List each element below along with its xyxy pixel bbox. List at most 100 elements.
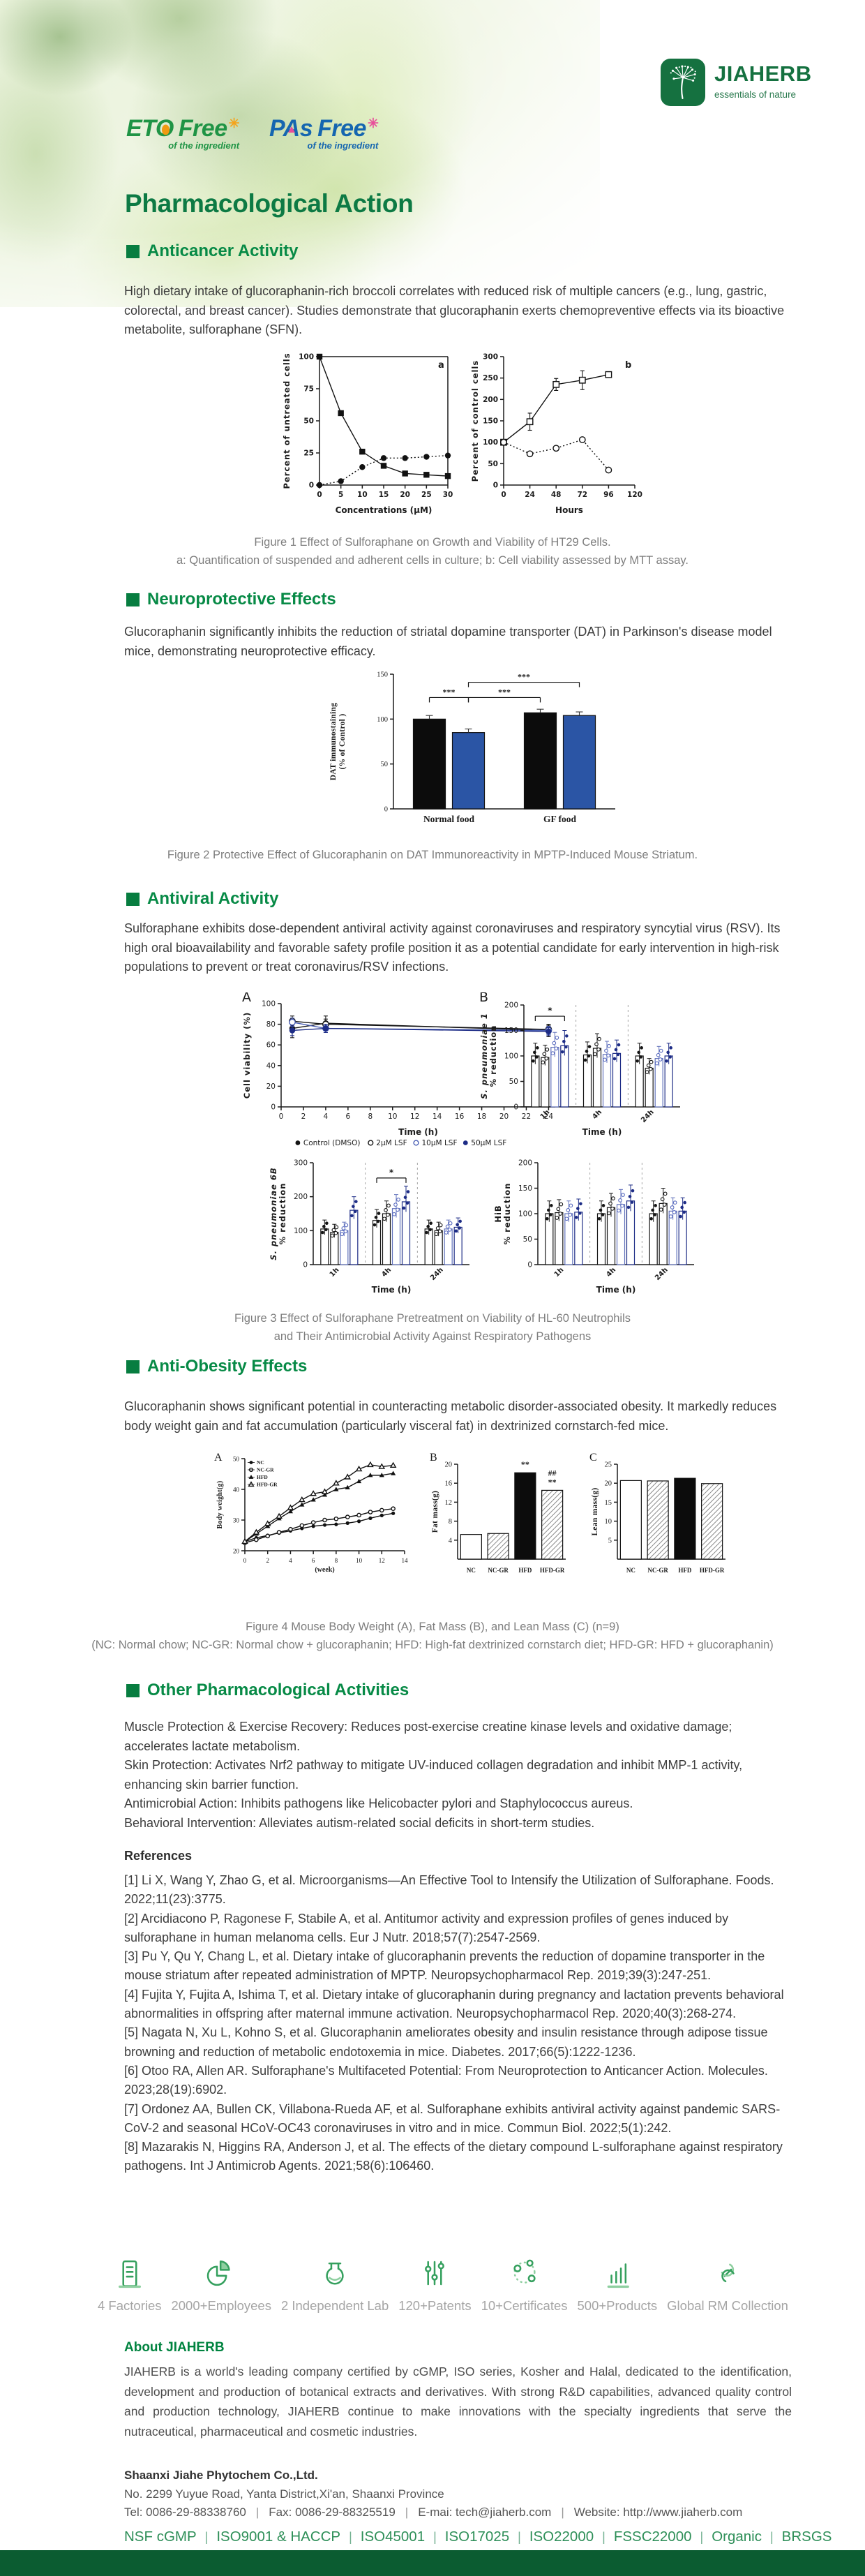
svg-text:0: 0	[303, 1261, 308, 1270]
references-heading: References	[124, 1849, 193, 1863]
svg-text:14: 14	[402, 1557, 409, 1564]
free-word: Free	[178, 115, 227, 142]
svg-text:GF food: GF food	[543, 814, 577, 824]
svg-text:1h: 1h	[329, 1266, 341, 1279]
svg-text:50: 50	[381, 761, 389, 768]
link-icon	[721, 2263, 735, 2283]
stat-2-independent-lab: 2 Independent Lab	[281, 2254, 389, 2314]
certification-item: ISO22000	[529, 2529, 594, 2545]
svg-text:12: 12	[379, 1557, 385, 1564]
svg-text:4h: 4h	[591, 1108, 603, 1121]
svg-text:20: 20	[499, 1112, 509, 1121]
badge-subtitle: of the ingredient	[307, 140, 379, 151]
svg-text:0: 0	[317, 491, 322, 499]
separator: |	[602, 2530, 606, 2544]
svg-text:Time (h): Time (h)	[398, 1127, 438, 1137]
certification-item: BRSGS	[781, 2529, 832, 2545]
svg-text:Concentrations (μM): Concentrations (μM)	[336, 505, 433, 515]
svg-text:B: B	[430, 1452, 437, 1464]
svg-text:10μM LSF: 10μM LSF	[422, 1139, 458, 1147]
svg-text:HFD: HFD	[678, 1567, 691, 1574]
flask-icon	[326, 2262, 344, 2285]
svg-text:22: 22	[522, 1112, 531, 1121]
svg-text:6: 6	[312, 1557, 315, 1564]
figure-2: 0 50 100 150 DAT immunostaining (% of Control…	[326, 663, 626, 841]
figure-4-caption: Figure 4 Mouse Body Weight (A), Fat Mass…	[91, 1621, 774, 1651]
svg-text:150: 150	[504, 1027, 518, 1035]
svg-text:0: 0	[501, 491, 506, 499]
svg-text:100: 100	[294, 1227, 308, 1235]
page-title: Pharmacological Action	[125, 189, 414, 218]
reference-item: [2] Arcidiacono P, Ragonese F, Stabile A…	[124, 1911, 729, 1944]
svg-text:% reduction: % reduction	[488, 1025, 498, 1087]
email-link[interactable]: E-mai: tech@jiaherb.com	[418, 2506, 552, 2519]
figure-1-caption: Figure 1 Effect of Sulforaphane on Growt…	[176, 536, 689, 567]
svg-text:12: 12	[410, 1112, 419, 1121]
chart-s-pneumoniae-6b: 0 100 200 300 S. pneumoniae 6B% reduction Tim…	[269, 1159, 469, 1295]
svg-text:Body weight(g): Body weight(g)	[216, 1481, 224, 1529]
chart-dat-immunostaining: 0 50 100 150 DAT immunostaining (% of Control…	[329, 671, 615, 824]
square-bullet-icon	[126, 1683, 140, 1697]
svg-text:1h: 1h	[539, 1108, 552, 1121]
pink-triangle-icon	[288, 126, 296, 133]
svg-text:(week): (week)	[315, 1566, 334, 1574]
svg-text:HFD-GR: HFD-GR	[257, 1482, 278, 1488]
activity-line: Behavioral Intervention: Alleviates auti…	[124, 1815, 595, 1830]
chart-body-weight: 20 30 40 50 0 2 4 6 8 10 12 14 Body weight(g) (week) A…	[214, 1452, 409, 1574]
svg-text:Time (h): Time (h)	[582, 1127, 622, 1137]
svg-text:24h: 24h	[654, 1266, 670, 1282]
stat-label: 2000+Employees	[171, 2298, 271, 2313]
svg-text:Percent of untreated cells: Percent of untreated cells	[282, 352, 292, 489]
svg-text:DAT immunostaining: DAT immunostaining	[329, 703, 338, 780]
separator: |	[769, 2530, 774, 2544]
pie-chart-icon	[206, 2260, 230, 2286]
svg-text:0: 0	[513, 1103, 518, 1112]
svg-text:16: 16	[455, 1112, 465, 1121]
svg-text:HFD-GR: HFD-GR	[700, 1567, 725, 1574]
svg-text:2μM LSF: 2μM LSF	[376, 1139, 407, 1147]
figure-2-caption: Figure 2 Protective Effect of Glucorapha…	[167, 849, 698, 861]
other-activities-list: Muscle Protection & Exercise Recovery: R…	[124, 1718, 788, 1833]
svg-text:Hours: Hours	[555, 505, 583, 515]
svg-text:A: A	[214, 1452, 223, 1464]
svg-text:NC: NC	[467, 1567, 476, 1574]
svg-text:16: 16	[445, 1480, 453, 1488]
website-link[interactable]: Website: http://www.jiaherb.com	[573, 2506, 743, 2519]
svg-text:200: 200	[294, 1193, 308, 1201]
separator: |	[518, 2530, 521, 2544]
svg-text:NC-GR: NC-GR	[647, 1567, 668, 1574]
svg-text:100: 100	[483, 438, 498, 447]
svg-text:##: ##	[548, 1468, 557, 1477]
svg-text:NC-GR: NC-GR	[257, 1467, 274, 1473]
svg-text:100: 100	[377, 716, 388, 724]
svg-text:20: 20	[605, 1480, 612, 1488]
separator: |	[700, 2530, 704, 2544]
chart-lean-mass: 5 10 15 20 25 Lean mass(g) C NC NC-GR HFD HFD-GR	[589, 1452, 725, 1574]
svg-text:24h: 24h	[429, 1266, 445, 1282]
figure-3-caption: Figure 3 Effect of Sulforaphane Pretreat…	[234, 1312, 631, 1343]
chart-viability-panel-b: 0 50 100 150 200 250 300 0 24 48 72 96 120 Percent of…	[470, 353, 642, 516]
pas-word: PAs	[269, 115, 313, 142]
svg-text:0: 0	[243, 1557, 247, 1564]
svg-text:10: 10	[356, 1557, 363, 1564]
svg-text:NC: NC	[257, 1459, 264, 1466]
activity-line: Antimicrobial Action: Inhibits pathogens…	[124, 1796, 633, 1810]
contact-line: Tel: 0086-29-88338760 | Fax: 0086-29-88325…	[124, 2506, 743, 2519]
svg-text:30: 30	[443, 491, 453, 499]
anticancer-paragraph: High dietary intake of glucoraphanin-ric…	[124, 284, 785, 336]
svg-text:15: 15	[379, 491, 389, 499]
svg-text:*: *	[548, 1006, 552, 1015]
svg-text:48: 48	[551, 491, 562, 499]
svg-text:10: 10	[605, 1518, 612, 1526]
svg-text:B: B	[479, 992, 488, 1005]
section-heading-antiobesity: Anti-Obesity Effects	[126, 1357, 307, 1376]
svg-text:**: **	[548, 1477, 557, 1487]
svg-text:Control (DMSO): Control (DMSO)	[303, 1139, 361, 1147]
svg-text:Lean mass(g): Lean mass(g)	[591, 1487, 599, 1535]
figure-3: 0 20 40 60 80 100 0 2 4 6 8 10 12 14 16 18 20 22 24 Cell vi…	[241, 992, 715, 1308]
certification-item: ISO45001	[360, 2529, 426, 2545]
svg-text:8: 8	[335, 1557, 338, 1564]
svg-text:250: 250	[483, 374, 498, 382]
bar-chart-icon	[607, 2263, 629, 2288]
